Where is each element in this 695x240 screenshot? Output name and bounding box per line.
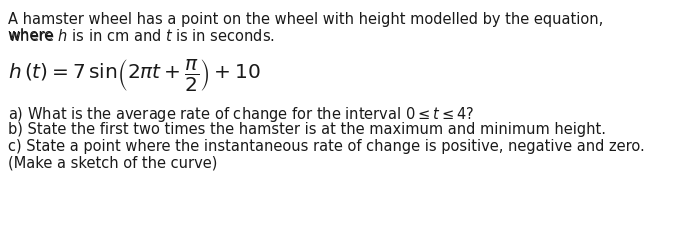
Text: (Make a sketch of the curve): (Make a sketch of the curve) bbox=[8, 156, 218, 171]
Text: a) What is the average rate of change for the interval $0 \leq t \leq 4$?: a) What is the average rate of change fo… bbox=[8, 105, 474, 124]
Text: A hamster wheel has a point on the wheel with height modelled by the equation,: A hamster wheel has a point on the wheel… bbox=[8, 12, 603, 27]
Text: b) State the first two times the hamster is at the maximum and minimum height.: b) State the first two times the hamster… bbox=[8, 122, 606, 137]
Text: where $h$ is in cm and $t$ is in seconds.: where $h$ is in cm and $t$ is in seconds… bbox=[8, 28, 275, 44]
Text: $h\,(t) = 7\,\sin\!\left(2\pi t + \dfrac{\pi}{2}\right) + 10$: $h\,(t) = 7\,\sin\!\left(2\pi t + \dfrac… bbox=[8, 57, 261, 93]
Text: where: where bbox=[8, 28, 58, 43]
Text: c) State a point where the instantaneous rate of change is positive, negative an: c) State a point where the instantaneous… bbox=[8, 139, 645, 154]
